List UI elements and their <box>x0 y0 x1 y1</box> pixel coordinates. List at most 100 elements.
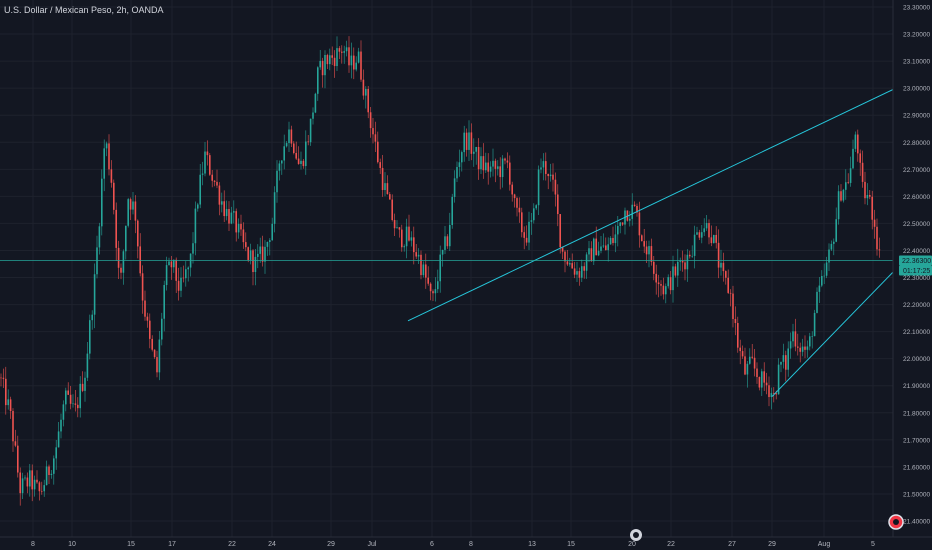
candle-body <box>170 261 173 268</box>
candle-body <box>55 447 57 459</box>
x-axis-ticks: 8 10 15 17 22 24 29 Jul 6 8 13 15 20 22 27 29 Aug 5 <box>31 541 875 548</box>
candle-body <box>185 269 187 279</box>
candle-body <box>871 196 873 220</box>
candle-body <box>233 211 235 213</box>
candle-body <box>89 320 91 354</box>
candle-body <box>374 134 377 142</box>
candle-body <box>192 243 194 254</box>
current-price-label <box>899 255 932 266</box>
candle-body <box>113 182 115 210</box>
candle-body <box>873 219 876 227</box>
candle-body <box>489 166 492 172</box>
y-tick-label: 22.40000 <box>903 248 930 255</box>
candle-body <box>806 346 809 350</box>
candle-body <box>703 228 705 233</box>
candle-body <box>530 220 533 222</box>
x-tick-label: 29 <box>768 541 776 548</box>
candle-body <box>357 51 360 63</box>
time-axis-icon[interactable] <box>630 529 642 541</box>
candle-body <box>223 201 225 217</box>
candle-body <box>480 156 482 170</box>
x-tick-label: 5 <box>871 541 875 548</box>
candle-body <box>821 276 823 286</box>
candle-body <box>103 148 105 179</box>
price-labels: 22.36300 01:17:25 <box>899 255 932 276</box>
candle-body <box>557 194 559 215</box>
y-tick-label: 23.10000 <box>903 59 930 66</box>
x-tick-label: Aug <box>818 541 831 548</box>
candle-body <box>403 246 405 248</box>
candle-body <box>571 263 573 269</box>
candle-body <box>204 151 206 174</box>
trendline[interactable] <box>771 271 894 397</box>
candle-body <box>120 267 122 273</box>
candle-body <box>720 262 722 268</box>
y-tick-label: 23.20000 <box>903 32 930 39</box>
candle-body <box>161 318 163 340</box>
settings-icon[interactable] <box>888 514 904 530</box>
candle-body <box>511 184 513 195</box>
candle-body <box>768 385 770 398</box>
x-tick-label: 15 <box>567 541 575 548</box>
candle-body <box>137 220 139 247</box>
candle-body <box>199 174 201 205</box>
candle-body <box>811 336 813 337</box>
candle-body <box>645 246 648 255</box>
candle-body <box>569 263 571 265</box>
candle-body <box>600 246 602 251</box>
candle-body <box>290 129 293 144</box>
candle-body <box>312 112 314 119</box>
candle-body <box>638 212 641 236</box>
candle-body <box>535 205 537 209</box>
y-tick-label: 21.80000 <box>903 410 930 417</box>
candle-body <box>324 54 326 76</box>
trendline[interactable] <box>407 89 894 322</box>
candle-body <box>79 383 81 409</box>
candle-body <box>595 238 597 256</box>
candle-body <box>17 445 19 473</box>
candle-body <box>789 341 792 349</box>
candle-body <box>686 254 689 270</box>
candle-body <box>684 262 686 270</box>
candle-body <box>617 226 619 235</box>
candle-body <box>878 249 881 251</box>
candle-body <box>252 250 254 273</box>
candle-body <box>237 223 240 233</box>
candle-body <box>41 491 43 492</box>
candle-body <box>780 361 782 365</box>
candle-body <box>482 156 485 171</box>
candle-body <box>516 198 518 208</box>
candle-body <box>7 399 9 406</box>
candle-body <box>554 179 557 195</box>
candle-body <box>725 271 727 278</box>
candle-body <box>360 51 362 80</box>
candle-body <box>57 431 60 448</box>
candle-body <box>475 147 477 152</box>
candle-body <box>271 223 273 241</box>
candle-body <box>355 62 357 70</box>
candle-body <box>307 141 309 143</box>
candle-body <box>405 226 408 247</box>
candle-body <box>494 160 497 169</box>
candle-body <box>566 261 569 265</box>
candle-body <box>369 112 372 129</box>
candle-body <box>249 250 252 260</box>
candle-body <box>751 356 753 358</box>
candle-body <box>420 254 422 276</box>
candle-body <box>129 199 132 210</box>
candle-body <box>240 223 242 230</box>
candle-body <box>225 209 228 217</box>
candle-body <box>309 118 312 143</box>
candle-body <box>525 237 528 243</box>
candle-body <box>473 151 475 154</box>
time-axis[interactable] <box>0 537 932 550</box>
x-tick-label: 6 <box>430 541 434 548</box>
candle-body <box>158 339 161 373</box>
candle-body <box>816 291 818 313</box>
candle-body <box>681 260 684 263</box>
candle-body <box>660 284 662 286</box>
candle-body <box>693 234 696 256</box>
candle-body <box>50 473 53 475</box>
candle-body <box>146 316 149 321</box>
